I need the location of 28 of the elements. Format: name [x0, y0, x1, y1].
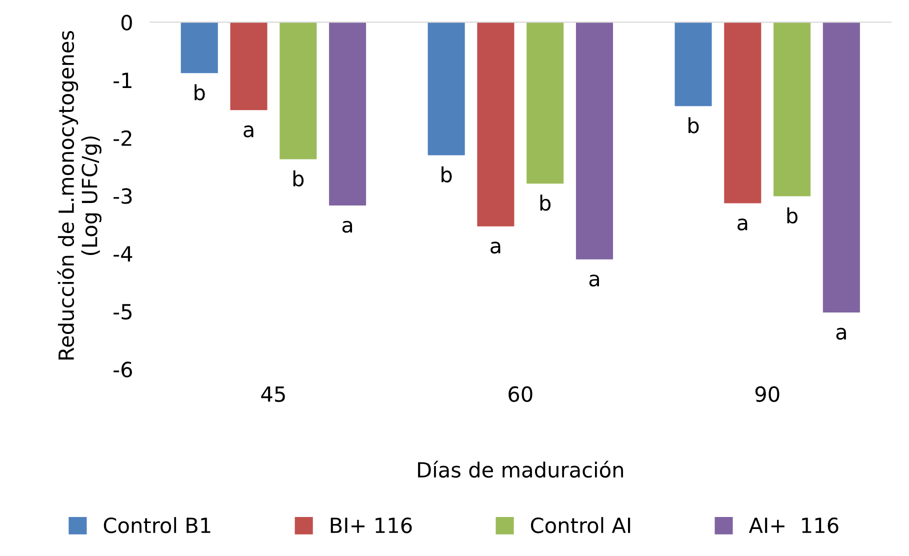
x-tick-label: 60: [508, 386, 532, 402]
y-tick-label: -2: [114, 130, 132, 146]
x-tick-label: 90: [755, 386, 780, 402]
y-tick-label: 0: [121, 14, 132, 30]
y-tick-label: -4: [114, 246, 132, 262]
data-label: b: [688, 117, 699, 134]
y-axis-title: Reducción de L.monocytogenes (Log UFC/g): [57, 30, 102, 360]
data-label: b: [194, 84, 205, 100]
data-label: a: [490, 242, 500, 254]
y-tick-label: -1: [114, 72, 132, 88]
legend-label: Control AI: [530, 517, 630, 534]
x-axis-title: Días de maduración: [418, 460, 624, 478]
data-label: a: [836, 328, 846, 340]
data-label: a: [244, 125, 254, 138]
x-tick-label: 45: [261, 386, 285, 402]
legend-label: AI+ 116: [748, 517, 838, 534]
y-tick-label: -5: [114, 304, 132, 320]
data-label: a: [738, 218, 748, 230]
data-label: a: [342, 220, 352, 233]
data-label: a: [589, 274, 599, 287]
data-label: b: [787, 207, 798, 224]
legend-label: Control B1: [104, 517, 210, 534]
y-tick-label: -6: [114, 362, 132, 378]
data-label: b: [540, 194, 551, 211]
data-label: b: [293, 170, 304, 187]
data-label: b: [442, 166, 452, 182]
legend-label: BI+ 116: [330, 517, 412, 534]
y-tick-label: -3: [114, 188, 132, 204]
